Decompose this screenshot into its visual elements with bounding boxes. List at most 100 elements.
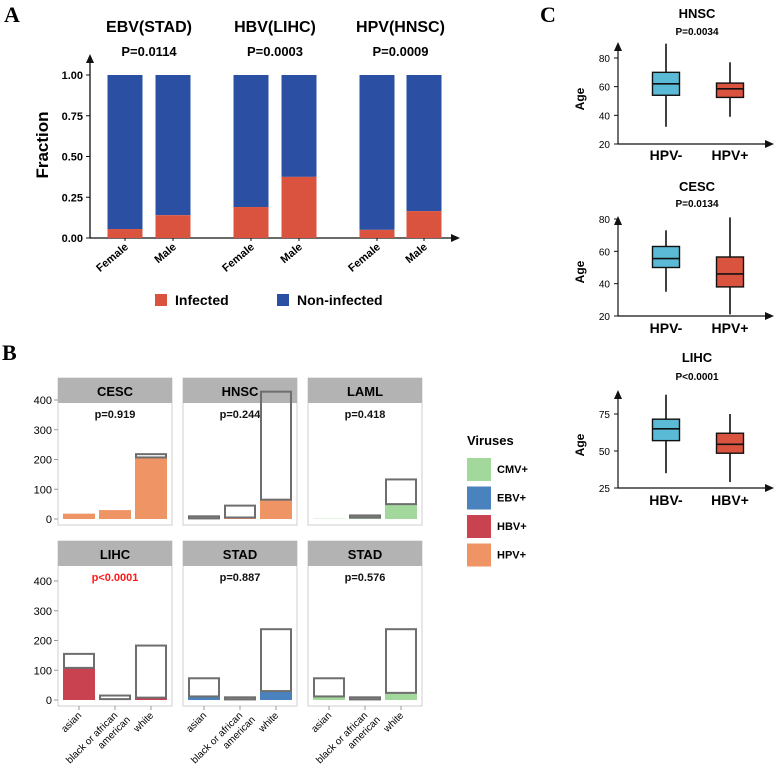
bar-non-infected (406, 75, 442, 212)
legend-swatch (467, 515, 491, 538)
panel-a-stacked-bar-chart: 0.00 0.25 0.50 0.75 1.00 Fraction EBV(STAD) P=0… (33, 19, 460, 308)
bar-total-outline (260, 390, 292, 501)
x-tick-label: HPV- (650, 320, 683, 336)
y-tick-label: 25 (599, 484, 611, 495)
bar-non-infected (359, 75, 395, 230)
facet-strip (58, 378, 172, 403)
legend-swatch (155, 294, 167, 306)
legend-swatch (467, 458, 491, 481)
bar-infected (135, 457, 167, 519)
p-value: p=0.244 (220, 409, 262, 421)
bar-infected (281, 176, 317, 238)
group-title: HPV(HNSC) (356, 19, 445, 36)
bar-infected (313, 696, 345, 700)
panel-c-boxplots: HNSC P=0.0034 20 40 60 80 Age HPV- HPV+ CESC P=0.0… (573, 6, 774, 508)
y-axis-label: Age (573, 87, 587, 110)
y-tick-label: 40 (599, 280, 611, 291)
boxplot-cesc: CESC P=0.0134 20 40 60 80 Age HPV- HPV+ (573, 179, 774, 336)
bar-total-outline (224, 504, 256, 519)
y-axis-label: Age (573, 260, 587, 283)
bar-total-outline (188, 677, 220, 698)
bar-infected (260, 499, 292, 519)
y-tick-label: 400 (34, 395, 52, 407)
bar-infected (260, 691, 292, 700)
x-tick-label-line: asian (59, 710, 84, 735)
box (651, 245, 681, 269)
bar-total-outline (224, 696, 256, 701)
p-value: p=0.576 (345, 572, 386, 584)
bar-infected (63, 513, 95, 519)
facet-strip (308, 541, 422, 566)
x-tick-label: asian (184, 710, 209, 735)
bar-total-outline (63, 652, 95, 669)
facet-strip (183, 541, 297, 566)
legend-swatch (467, 486, 491, 510)
x-tick-label-line: white (256, 710, 281, 735)
facet-laml: LAML p=0.418 (307, 377, 423, 526)
y-tick-label: 0 (46, 695, 52, 707)
legend-label: Non-infected (297, 292, 383, 308)
y-tick-label: 0.00 (62, 233, 83, 245)
y-tick-label: 60 (599, 83, 611, 94)
boxplot-hnsc: HNSC P=0.0034 20 40 60 80 Age HPV- HPV+ (573, 6, 774, 163)
box (715, 82, 745, 99)
panel-label-c: C (540, 2, 556, 27)
y-tick-label: 0.75 (62, 111, 83, 123)
y-tick-label: 200 (34, 455, 52, 467)
facet-title: LIHC (100, 547, 131, 562)
bar-total-outline (349, 514, 381, 519)
box (715, 256, 745, 288)
axis-arrow-icon (765, 140, 774, 148)
bar-total-outline (135, 644, 167, 699)
bar-total-outline (188, 515, 220, 520)
y-axis-label: Age (573, 433, 587, 456)
x-tick-label: Female (220, 241, 257, 275)
panel-b-faceted-bar-chart: CESC p=0.919 0 100 200 300 400 HNSC p=0.244 LAML p… (34, 377, 528, 766)
facet-cesc: CESC p=0.919 0 100 200 300 400 (34, 377, 173, 526)
p-value: P=0.0034 (675, 27, 719, 38)
p-value: P<0.0001 (675, 372, 719, 383)
y-tick-label: 40 (599, 111, 611, 122)
bar-total-outline (349, 696, 381, 701)
bar-infected (135, 697, 167, 700)
axis-arrow-icon (86, 54, 94, 63)
bar-non-infected (281, 75, 317, 177)
bar-infected (406, 211, 442, 238)
axis-arrow-icon (614, 216, 622, 225)
facet-title: STAD (348, 547, 382, 562)
y-tick-label: 20 (599, 140, 611, 151)
bar-infected (359, 229, 395, 238)
axis-arrow-icon (614, 390, 622, 399)
y-tick-label: 300 (34, 425, 52, 437)
bar-infected (385, 504, 417, 519)
bar-total-outline (135, 453, 167, 459)
x-tick-label: white (256, 710, 281, 735)
p-value: P=0.0009 (372, 44, 428, 59)
x-tick-label: white (381, 710, 406, 735)
y-tick-label: 100 (34, 484, 52, 496)
y-tick-label: 300 (34, 606, 52, 618)
x-tick-label: Female (94, 241, 131, 275)
legend-label: EBV+ (497, 493, 526, 505)
p-value: P=0.0114 (121, 44, 177, 59)
p-value: p=0.919 (95, 409, 136, 421)
bar-infected (63, 667, 95, 700)
axis-arrow-icon (765, 484, 774, 492)
p-value: P=0.0003 (247, 44, 303, 59)
x-tick-label: HPV- (650, 147, 683, 163)
facet-title: STAD (223, 547, 257, 562)
x-tick-label-line: asian (309, 710, 334, 735)
plot-title: HNSC (679, 6, 716, 21)
box (715, 432, 745, 454)
p-value: P=0.0134 (675, 199, 719, 210)
x-tick-label-line: white (131, 710, 156, 735)
bar-infected (155, 215, 191, 238)
y-tick-label: 400 (34, 576, 52, 588)
y-tick-label: 0.50 (62, 152, 83, 164)
p-value: p=0.418 (345, 409, 386, 421)
legend-swatch (277, 294, 289, 306)
y-axis-label: Fraction (33, 111, 52, 178)
